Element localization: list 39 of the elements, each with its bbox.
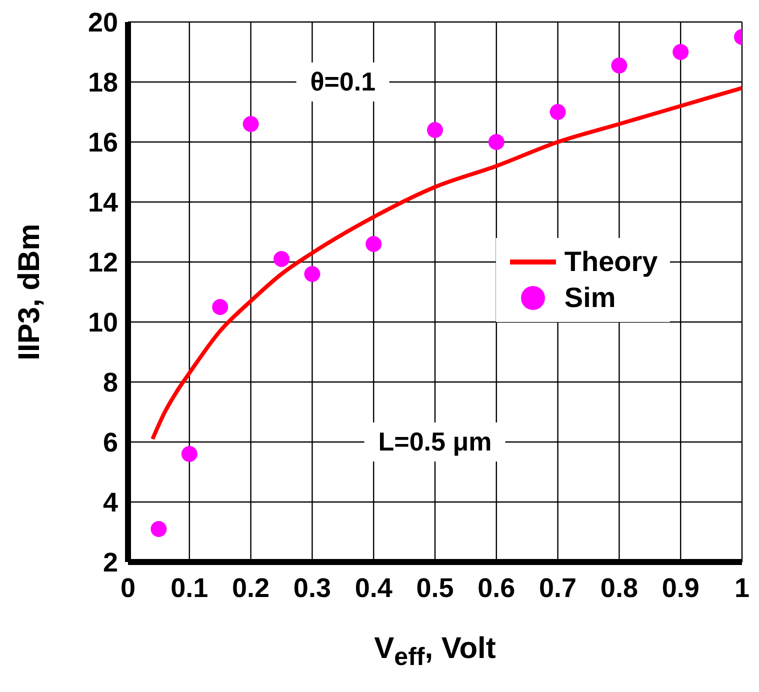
y-tick-label: 8 — [102, 368, 118, 398]
x-tick-label: 0.5 — [416, 573, 454, 604]
x-tick-label: 1 — [734, 573, 750, 604]
x-tick-label: 0 — [120, 573, 136, 604]
annotation: L=0.5 μm — [364, 422, 506, 462]
point — [366, 236, 382, 252]
y-tick-label: 18 — [88, 68, 118, 98]
x-axis-title: V$_{eff}$, Volt — [374, 632, 496, 672]
legend-label: Sim — [564, 281, 616, 315]
point — [672, 44, 689, 60]
x-tick-label: 0.2 — [232, 573, 270, 604]
y-tick-label: 4 — [102, 488, 118, 518]
point — [488, 134, 504, 150]
annotation: θ=0.1 — [296, 62, 390, 102]
x-tick-label: 0.9 — [662, 573, 700, 604]
y-tick-label: 16 — [88, 128, 118, 158]
legend-label: Theory — [564, 245, 658, 279]
x-tick-label: 0.4 — [354, 573, 392, 604]
point — [427, 122, 443, 138]
x-tick-label: 0.3 — [293, 573, 331, 604]
y-tick-label: 6 — [102, 428, 118, 458]
point — [212, 299, 228, 315]
y-tick-label: 20 — [88, 8, 118, 38]
x-tick-label: 0.6 — [478, 573, 516, 604]
point — [304, 266, 320, 282]
point — [181, 446, 198, 462]
y-tick-label: 12 — [88, 248, 118, 278]
point — [611, 58, 628, 74]
x-tick-label: 0.1 — [170, 573, 208, 604]
y-tick-label: 14 — [88, 188, 118, 218]
point — [242, 116, 259, 132]
point — [150, 521, 167, 537]
x-tick-label: 0.7 — [539, 573, 577, 604]
y-tick-label: 10 — [88, 308, 118, 338]
y-tick-label: 2 — [102, 548, 118, 578]
x-tick-label: 0.8 — [600, 573, 638, 604]
point — [274, 251, 290, 267]
point — [550, 104, 566, 120]
y-axis-title: IIP3, dBm — [13, 224, 47, 360]
